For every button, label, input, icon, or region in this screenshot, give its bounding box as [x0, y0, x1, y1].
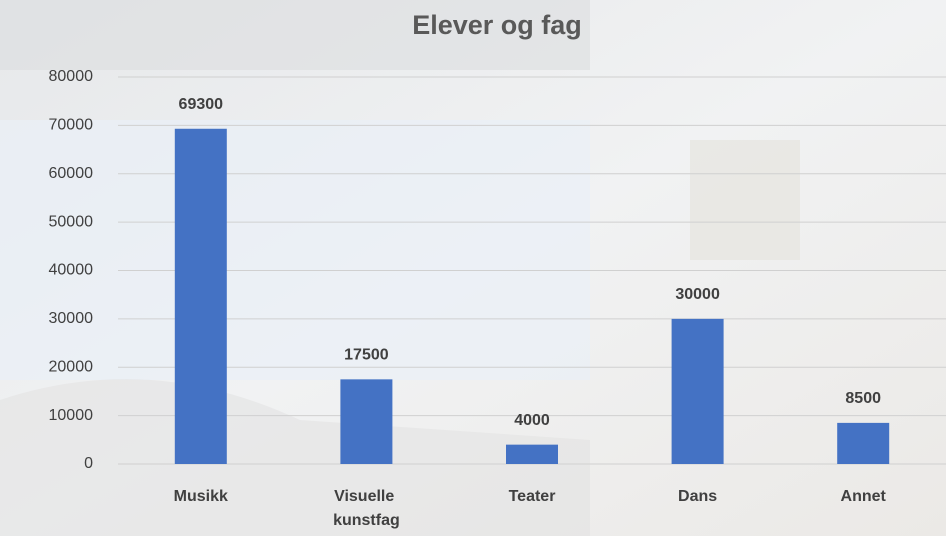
bar [340, 379, 393, 464]
data-label: 17500 [344, 347, 389, 364]
x-tick-label: Dans [678, 488, 717, 505]
y-tick-label: 60000 [49, 165, 94, 182]
background-shape [0, 120, 590, 380]
data-label: 30000 [675, 286, 720, 303]
y-tick-label: 50000 [49, 213, 94, 230]
bar [837, 422, 890, 464]
x-tick-label: Teater [509, 488, 556, 505]
y-tick-label: 0 [84, 455, 93, 472]
data-label: 8500 [845, 390, 881, 407]
bar [506, 444, 558, 464]
chart-title: Elever og fag [412, 10, 582, 40]
y-tick-label: 30000 [49, 310, 94, 327]
x-tick-label: Visuelle kunstfag [333, 488, 400, 529]
bar [174, 128, 227, 465]
y-tick-label: 20000 [49, 358, 94, 375]
y-tick-label: 40000 [49, 262, 94, 279]
x-tick-label: Annet [841, 488, 887, 505]
background-shape [690, 140, 800, 260]
data-label: 4000 [514, 412, 550, 429]
background-shape [0, 379, 590, 536]
y-tick-label: 70000 [49, 117, 94, 134]
y-tick-label: 80000 [49, 68, 94, 85]
data-label: 69300 [179, 96, 224, 113]
y-tick-label: 10000 [49, 407, 94, 424]
x-tick-label: Musikk [174, 488, 228, 505]
background-shape [0, 0, 590, 70]
bar [671, 318, 724, 464]
